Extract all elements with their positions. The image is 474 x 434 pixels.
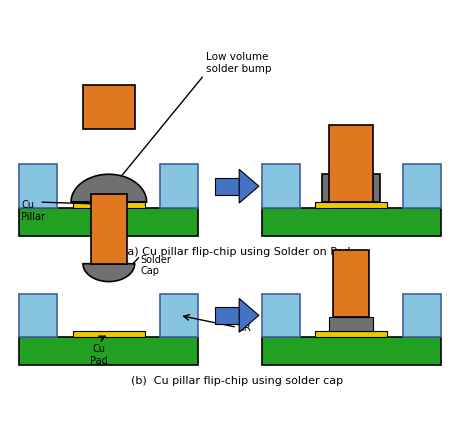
- Bar: [403, 165, 441, 209]
- Bar: [316, 332, 387, 338]
- Bar: [91, 195, 127, 264]
- Bar: [329, 125, 373, 203]
- Polygon shape: [239, 170, 259, 204]
- Text: SR: SR: [237, 322, 251, 332]
- Bar: [73, 332, 145, 338]
- Bar: [161, 165, 198, 209]
- Bar: [215, 178, 239, 195]
- Polygon shape: [83, 264, 135, 282]
- Bar: [73, 203, 145, 209]
- Bar: [322, 175, 380, 203]
- Text: Cu
Pad: Cu Pad: [90, 343, 108, 365]
- Bar: [316, 203, 387, 209]
- Text: Low volume
solder bump: Low volume solder bump: [206, 52, 272, 74]
- Bar: [19, 338, 198, 365]
- Polygon shape: [239, 299, 259, 332]
- Bar: [19, 209, 198, 237]
- Text: (a) Cu pillar flip-chip using Solder on Pad: (a) Cu pillar flip-chip using Solder on …: [123, 246, 351, 256]
- Bar: [262, 165, 300, 209]
- Bar: [262, 209, 441, 237]
- Bar: [215, 307, 239, 324]
- Bar: [403, 294, 441, 338]
- Bar: [161, 294, 198, 338]
- Bar: [83, 85, 135, 129]
- Text: (b)  Cu pillar flip-chip using solder cap: (b) Cu pillar flip-chip using solder cap: [131, 375, 343, 385]
- Text: Cu
Pillar: Cu Pillar: [21, 200, 46, 221]
- Bar: [329, 318, 373, 332]
- Polygon shape: [71, 175, 146, 203]
- Bar: [19, 165, 57, 209]
- Bar: [262, 338, 441, 365]
- Text: Solder
Cap: Solder Cap: [141, 254, 172, 276]
- Bar: [333, 250, 369, 318]
- Bar: [19, 294, 57, 338]
- Bar: [262, 294, 300, 338]
